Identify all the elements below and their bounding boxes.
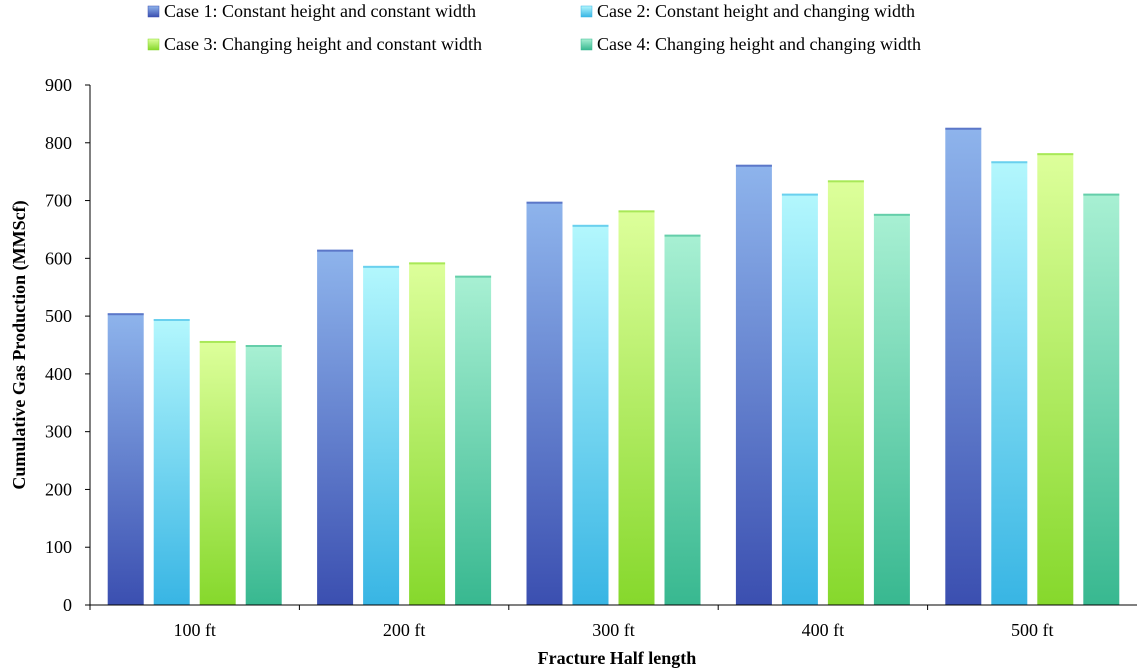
bar-case4-300ft: [664, 234, 701, 605]
bar-top-edge: [245, 345, 282, 347]
bar-top-edge: [363, 265, 400, 268]
bar-top-edge: [735, 164, 772, 167]
bar-top-edge: [991, 161, 1028, 164]
bar-case3-300ft: [618, 210, 655, 605]
bar-case4-400ft: [873, 213, 910, 605]
bar-case2-500ft: [991, 161, 1028, 605]
bar-case1-300ft: [526, 201, 563, 605]
legend-label-case2: Case 2: Constant height and changing wid…: [597, 1, 915, 21]
x-axis-title: Fracture Half length: [538, 648, 697, 668]
bar-top-edge: [572, 224, 609, 227]
bar-case2-200ft: [363, 265, 400, 605]
y-tick-label: 400: [45, 364, 72, 384]
x-tick-label: 300 ft: [592, 620, 635, 640]
bar-case3-500ft: [1037, 153, 1074, 605]
bar-top-edge: [107, 313, 144, 316]
bar-top-edge: [945, 127, 982, 130]
bar-case2-300ft: [572, 224, 609, 606]
y-ticks: 0 100 200 300 400 500 600 700 800 900: [45, 75, 90, 615]
legend-swatch-case2: [580, 5, 593, 18]
legend-swatch-case3: [147, 38, 160, 51]
y-tick-label: 700: [45, 191, 72, 211]
bar-top-edge: [873, 213, 910, 216]
axes: [89, 85, 1137, 606]
y-tick-label: 500: [45, 306, 72, 326]
bar-case2-400ft: [781, 193, 818, 605]
bar-case1-400ft: [735, 164, 772, 605]
bar-top-edge: [317, 249, 354, 252]
bar-top-edge: [827, 180, 864, 183]
legend: Case 1: Constant height and constant wid…: [147, 1, 921, 54]
bar-case3-400ft: [827, 180, 864, 606]
bar-case3-100ft: [199, 340, 236, 605]
bar-top-edge: [781, 193, 818, 196]
bar-top-edge: [199, 340, 236, 343]
x-tick-label: 100 ft: [173, 620, 216, 640]
bar-top-edge: [618, 210, 655, 213]
bars: [107, 127, 1120, 606]
x-tick-label: 500 ft: [1011, 620, 1054, 640]
bar-case1-500ft: [945, 127, 982, 605]
bar-case4-100ft: [245, 345, 282, 605]
legend-swatch-case4: [580, 38, 593, 51]
legend-swatch-case1: [147, 5, 160, 18]
bar-case4-500ft: [1083, 193, 1120, 605]
x-tick-label: 200 ft: [383, 620, 426, 640]
bar-case1-200ft: [317, 249, 354, 605]
bar-top-edge: [1037, 153, 1074, 156]
x-ticks: 100 ft 200 ft 300 ft 400 ft 500 ft: [89, 605, 1054, 640]
y-tick-label: 800: [45, 133, 72, 153]
y-tick-label: 300: [45, 422, 72, 442]
x-tick-label: 400 ft: [802, 620, 845, 640]
legend-label-case1: Case 1: Constant height and constant wid…: [164, 1, 476, 21]
bar-top-edge: [1083, 193, 1120, 196]
bar-case2-100ft: [153, 319, 190, 605]
y-axis-title: Cumulative Gas Production (MMScf): [9, 200, 30, 489]
y-tick-label: 200: [45, 479, 72, 499]
bar-top-edge: [409, 262, 446, 265]
bar-top-edge: [526, 201, 563, 204]
y-tick-label: 100: [45, 537, 72, 557]
y-tick-label: 900: [45, 75, 72, 95]
bar-top-edge: [455, 275, 492, 278]
bar-case1-100ft: [107, 313, 144, 605]
legend-label-case4: Case 4: Changing height and changing wid…: [597, 34, 921, 54]
bar-top-edge: [153, 319, 190, 321]
y-tick-label: 0: [63, 595, 72, 615]
bar-case4-200ft: [455, 275, 492, 605]
bar-top-edge: [664, 234, 701, 237]
y-tick-label: 600: [45, 248, 72, 268]
legend-label-case3: Case 3: Changing height and constant wid…: [164, 34, 482, 54]
bar-case3-200ft: [409, 262, 446, 605]
